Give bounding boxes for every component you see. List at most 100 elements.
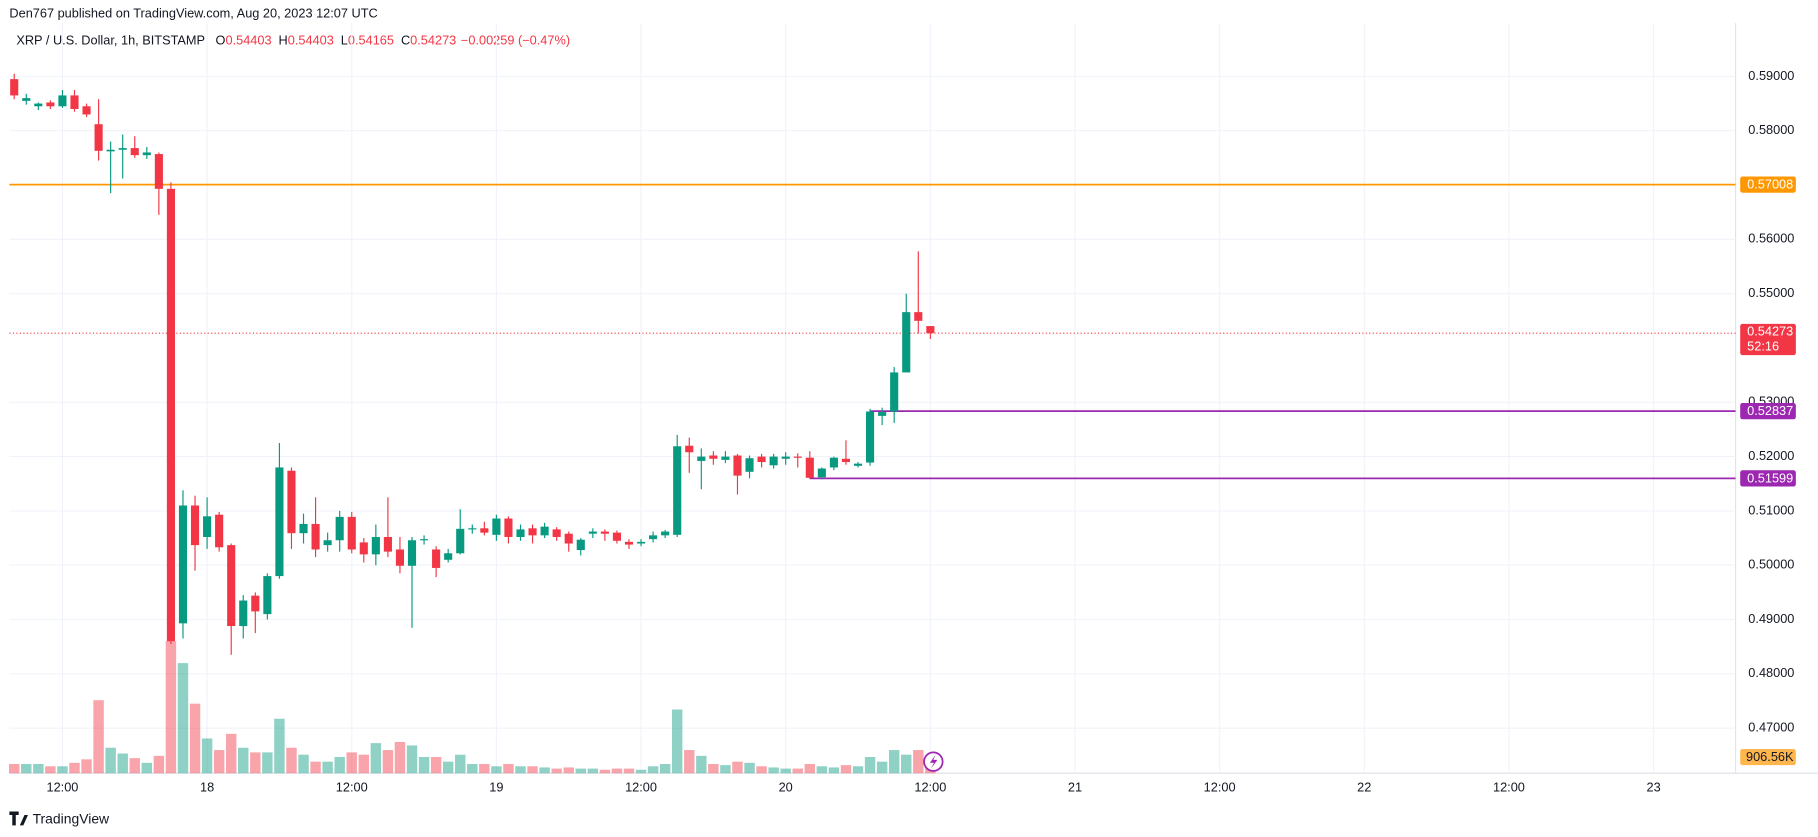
candle-body [829,457,838,468]
volume-label-box [1740,748,1796,766]
legend-change: −0.00259 (−0.47%) [461,33,570,48]
volume-bar [756,766,767,774]
candle-body [142,152,151,156]
volume-bar [310,761,321,774]
candle-body [22,98,31,101]
volume-bar [238,747,249,774]
volume-bar [370,743,382,774]
candle-body [890,372,899,412]
volume-bar [129,758,140,774]
volume-bar [659,763,671,774]
y-tick-label: 0.47000 [1748,720,1794,735]
legend-value: 0.54165 [348,33,394,48]
candle-body [70,95,79,109]
candle-body [383,536,392,552]
volume-bar [442,761,454,774]
x-tick-label: 12:00 [46,780,78,795]
candle-body [516,529,525,537]
volume-bar [852,766,864,774]
published-note: Den767 published on TradingView.com, Aug… [9,5,377,20]
candle-body [347,516,356,550]
legend-line: XRP / U.S. Dollar, 1h, BITSTAMP O0.54403… [16,33,570,48]
volume-bar [430,757,442,774]
replay-icon[interactable] [923,751,944,772]
volume-bar [744,762,755,774]
candle-body [685,445,694,453]
legend-value: 0.54273 [410,33,456,48]
candle-body [564,533,573,544]
volume-bar [117,753,128,774]
volume-bar [768,767,779,774]
candle-body [781,456,790,459]
y-tick-label: 0.58000 [1748,122,1794,137]
volume-bar [93,700,104,774]
volume-bar [828,767,840,774]
volume-bar [684,750,695,774]
candles [10,73,935,655]
x-tick-label: 12:00 [625,780,657,795]
candle-body [721,456,730,460]
candle-body [769,456,778,466]
candle-body [540,526,549,536]
volume-bar [286,747,297,774]
x-tick-label: 12:00 [1493,780,1525,795]
candle-body [914,312,923,321]
x-tick-label: 20 [779,780,793,795]
level-label: 0.52837 [1747,403,1793,418]
candle-body [371,536,380,555]
candle-body [227,545,236,627]
candle-body [432,549,441,568]
y-tick-label: 0.55000 [1748,285,1794,300]
volume-bar [527,766,538,774]
candle-body [178,505,188,624]
symbol: XRP / U.S. Dollar, 1h, BITSTAMP [16,33,205,48]
candle-body [407,540,417,566]
brand-name: TradingView [33,810,110,826]
volume-bar [563,767,574,774]
volume-bar [491,766,502,774]
volume-bar [539,767,550,774]
volume-bar [213,750,225,774]
volume-label: 906.56K [1746,749,1794,764]
x-tick-label: 21 [1068,780,1082,795]
volume-bar [780,768,791,774]
volume-bar [21,763,32,774]
candle-body [673,446,682,535]
candle-body [203,516,212,537]
volume-bar [274,718,285,774]
candle-body [661,531,670,536]
volume-bar [708,763,719,774]
candle-body [166,188,175,642]
candle-body [46,102,55,107]
volume-bar [503,763,514,774]
candle-body [805,457,814,478]
volume-bar [804,763,816,774]
volume-bar [901,754,912,774]
candle-body [757,456,766,463]
candle-body [190,505,200,546]
candle-body [444,553,453,560]
candle-body [58,95,67,107]
candle-body [866,411,875,463]
volume-bar [33,763,44,774]
level-label: 0.51599 [1747,470,1793,485]
brand[interactable]: TradingView [9,810,110,826]
candle-body [130,148,139,156]
candle-body [82,106,91,115]
volume-bar [647,766,659,774]
volume-bar [322,761,333,774]
volume-bar [792,768,803,774]
level-label: 0.57008 [1747,177,1793,192]
candle-body [817,468,826,478]
axes: 0.47000 0.48000 0.49000 0.50000 0.51000 0.520… [46,68,1796,795]
volume-bar [467,763,478,774]
candle-body [528,528,537,536]
candle-body [118,148,127,150]
legend-key: H [279,33,288,48]
candle-body [926,326,935,334]
volume-bar [346,752,357,774]
volume-bar [9,763,20,774]
candle-body [709,455,718,459]
candle-body [612,532,621,541]
candle-body [251,595,260,612]
